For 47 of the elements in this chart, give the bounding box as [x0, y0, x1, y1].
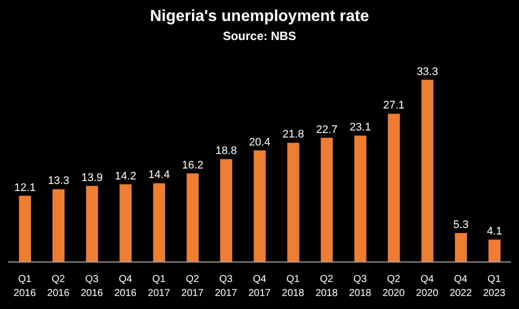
bar [120, 184, 132, 262]
bar [320, 138, 333, 262]
data-label: 33.3 [416, 66, 438, 78]
data-label: 13.3 [48, 175, 70, 188]
bar [421, 80, 434, 262]
x-tick-label: Q1 2016 [14, 274, 36, 299]
bar [254, 150, 266, 262]
data-label: 23.1 [350, 122, 372, 134]
data-label: 21.8 [282, 128, 304, 141]
bar [19, 196, 31, 262]
x-tick-label: Q2 2017 [181, 274, 204, 299]
chart-subtitle: Source: NBS [222, 29, 298, 43]
x-tick-label: Q1 2018 [282, 274, 305, 299]
data-label: 5.3 [453, 218, 469, 231]
bar [287, 142, 300, 262]
x-tick-label: Q2 2020 [382, 274, 406, 299]
bar [454, 232, 467, 262]
bar [488, 240, 500, 262]
data-label: 14.2 [114, 170, 136, 182]
chart-title: Nigeria's unemployment rate [149, 8, 370, 26]
data-label: 27.1 [383, 100, 405, 112]
data-label: 16.2 [182, 159, 204, 172]
bar [388, 114, 400, 262]
x-tick-label: Q4 2016 [114, 274, 137, 299]
data-label: 13.9 [81, 172, 103, 184]
bar [354, 136, 366, 262]
x-tick-label: Q3 2016 [80, 274, 104, 299]
bar [52, 189, 65, 262]
x-tick-label: Q4 2017 [248, 274, 272, 299]
data-label: 4.1 [486, 226, 502, 238]
x-tick-label: Q1 2017 [148, 274, 170, 299]
bar [220, 159, 232, 262]
bar [153, 183, 166, 262]
data-label: 22.7 [316, 124, 338, 136]
bar [186, 173, 199, 262]
data-label: 18.8 [215, 145, 237, 158]
data-label: 20.4 [249, 136, 270, 148]
x-tick-label: Q4 2020 [416, 274, 439, 299]
x-tick-label: Q3 2017 [214, 274, 238, 299]
x-tick-label: Q2 2018 [315, 274, 338, 299]
x-tick-label: Q1 2023 [483, 274, 506, 299]
data-label: 14.4 [148, 169, 170, 182]
data-label: 12.1 [14, 182, 36, 194]
x-tick-label: Q3 2018 [348, 274, 372, 299]
bar [86, 186, 98, 262]
x-tick-label: Q4 2022 [450, 274, 472, 299]
x-tick-label: Q2 2016 [47, 274, 70, 299]
